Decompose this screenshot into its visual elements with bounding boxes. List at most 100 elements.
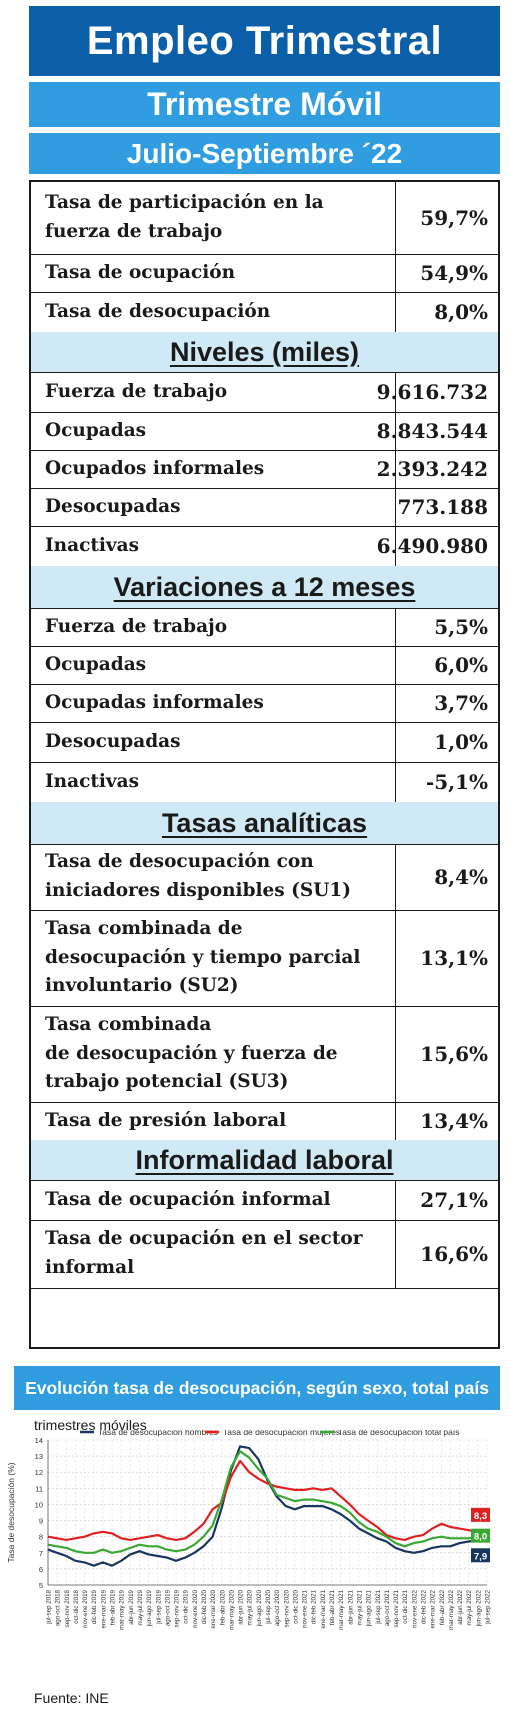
row-label-line: Desocupadas xyxy=(45,730,181,752)
table-row: Ocupadas informales 3,7% xyxy=(31,684,498,722)
x-tick-label: jul-sep 2022 xyxy=(485,1589,492,1624)
row-label-line: Tasa de ocupación en el sector xyxy=(45,1228,363,1250)
x-tick-label: mar-may 2022 xyxy=(448,1589,455,1629)
table-row: Fuerza de trabajo 5,5% xyxy=(31,608,498,646)
x-tick-label: may-jul 2020 xyxy=(247,1589,254,1625)
row-divider xyxy=(31,608,498,609)
row-divider xyxy=(31,372,498,373)
row-divider xyxy=(31,526,498,527)
row-label: Tasa de presión laboral xyxy=(45,1102,379,1140)
x-tick-label: jul-sep 2020 xyxy=(265,1589,272,1624)
row-label: Tasa de ocupación xyxy=(45,254,379,292)
row-label: Tasa combinada de desocupación y fuerza d… xyxy=(45,1006,379,1102)
row-value: 15,6% xyxy=(420,1042,488,1066)
row-divider xyxy=(31,1006,498,1007)
x-tick-label: abr-jun 2019 xyxy=(128,1589,135,1624)
indicators-table: Tasa de participación en la fuerza de tra… xyxy=(29,180,500,1349)
x-tick-label: oct-dic 2018 xyxy=(73,1589,80,1623)
table-row: Fuerza de trabajo 9.616.732 xyxy=(31,372,498,412)
x-tick-label: dic-feb 2020 xyxy=(201,1589,208,1624)
row-label-line: iniciadores disponibles (SU1) xyxy=(45,880,352,901)
row-label: Tasa de desocupación xyxy=(45,292,379,332)
row-divider xyxy=(31,684,498,685)
x-tick-label: jul-sep 2018 xyxy=(46,1589,53,1624)
row-label-line: Tasa de desocupación con xyxy=(45,851,314,873)
x-tick-label: ene-mar 2020 xyxy=(210,1589,217,1628)
x-tick-label: abr-jun 2021 xyxy=(347,1589,354,1624)
section-analiticas-title: Tasas analíticas xyxy=(31,802,498,844)
page-subtitle: Trimestre Móvil xyxy=(29,82,500,127)
table-row: Desocupadas 773.188 xyxy=(31,488,498,526)
table-row: Tasa de desocupación con iniciadores disp… xyxy=(31,844,498,910)
row-value: 13,1% xyxy=(420,946,488,970)
table-row: Desocupadas 1,0% xyxy=(31,722,498,762)
row-divider xyxy=(31,412,498,413)
column-divider xyxy=(395,1006,396,1102)
page-title: Empleo Trimestral xyxy=(29,6,500,76)
row-label-line: Tasa combinada de xyxy=(45,917,243,939)
column-divider xyxy=(395,182,396,254)
x-tick-label: sep-nov 2020 xyxy=(283,1589,290,1627)
column-divider xyxy=(395,646,396,684)
row-label: Tasa de participación en la fuerza de tra… xyxy=(45,182,379,254)
row-label-line: Desocupadas xyxy=(45,495,181,517)
table-row: Tasa de participación en la fuerza de tra… xyxy=(31,182,498,254)
column-divider xyxy=(395,412,396,450)
row-value: 773.188 xyxy=(397,495,488,519)
x-tick-label: jul-sep 2019 xyxy=(155,1589,162,1624)
row-value: 16,6% xyxy=(420,1242,488,1266)
row-label-line: Inactivas xyxy=(45,770,140,792)
x-tick-label: ene-mar 2022 xyxy=(430,1589,437,1628)
row-label: Ocupadas xyxy=(45,412,379,450)
y-tick-label: 12 xyxy=(35,1468,43,1477)
column-divider xyxy=(395,372,396,412)
row-value: 54,9% xyxy=(420,261,488,285)
row-divider xyxy=(31,722,498,723)
y-tick-label: 5 xyxy=(39,1581,43,1590)
y-tick-label: 14 xyxy=(35,1436,43,1445)
row-label: Ocupados informales xyxy=(45,450,379,488)
x-tick-label: abr-jun 2022 xyxy=(457,1589,464,1624)
x-tick-label: jun-ago 2020 xyxy=(256,1589,263,1627)
row-divider xyxy=(31,254,498,255)
row-label: Fuerza de trabajo xyxy=(45,608,379,646)
row-divider xyxy=(31,910,498,911)
row-value: -5,1% xyxy=(425,770,488,794)
y-tick-label: 10 xyxy=(35,1500,43,1509)
x-tick-label: nov-ene 2020 xyxy=(192,1589,199,1627)
column-divider xyxy=(395,488,396,526)
row-label-line: fuerza de trabajo xyxy=(45,221,223,242)
row-divider xyxy=(31,450,498,451)
x-tick-label: jun-ago 2019 xyxy=(146,1589,153,1627)
y-axis-label: Tasa de desocupación (%) xyxy=(6,1462,16,1562)
row-label: Tasa de ocupación en el sector informal xyxy=(45,1220,379,1288)
x-tick-label: dic-feb 2019 xyxy=(91,1589,98,1624)
x-tick-label: ago-oct 2021 xyxy=(384,1589,391,1626)
row-value: 59,7% xyxy=(420,206,488,230)
section-variaciones-title: Variaciones a 12 meses xyxy=(31,566,498,608)
row-divider xyxy=(31,1288,498,1289)
column-divider xyxy=(395,722,396,762)
row-value: 6,0% xyxy=(434,653,488,677)
row-divider xyxy=(31,1220,498,1221)
chart-banner: Evolución tasa de desocupación, según se… xyxy=(14,1366,500,1410)
table-row: Tasa de ocupación 54,9% xyxy=(31,254,498,292)
row-value: 3,7% xyxy=(434,691,488,715)
x-tick-label: jun-ago 2021 xyxy=(366,1589,373,1627)
period-banner: Julio-Septiembre ´22 xyxy=(29,133,500,174)
row-label-line: involuntario (SU2) xyxy=(45,975,239,997)
column-divider xyxy=(395,1220,396,1288)
x-tick-label: sep-nov 2021 xyxy=(393,1589,400,1627)
row-label-line: desocupación y tiempo parcial xyxy=(45,946,361,968)
x-tick-label: may-jul 2021 xyxy=(356,1589,363,1625)
row-label: Tasa de ocupación informal xyxy=(45,1180,379,1220)
row-value: 5,5% xyxy=(434,615,488,639)
table-row: Tasa de ocupación en el sector informal 16… xyxy=(31,1220,498,1288)
x-tick-label: abr-jun 2020 xyxy=(238,1589,245,1624)
row-label: Desocupadas xyxy=(45,722,379,762)
table-row: Ocupadas 8.843.544 xyxy=(31,412,498,450)
row-label-line: Tasa de desocupación xyxy=(45,300,271,322)
column-divider xyxy=(395,608,396,646)
legend-label: Tasa de desocupación mujeres xyxy=(223,1430,340,1437)
series-line xyxy=(47,1459,487,1542)
